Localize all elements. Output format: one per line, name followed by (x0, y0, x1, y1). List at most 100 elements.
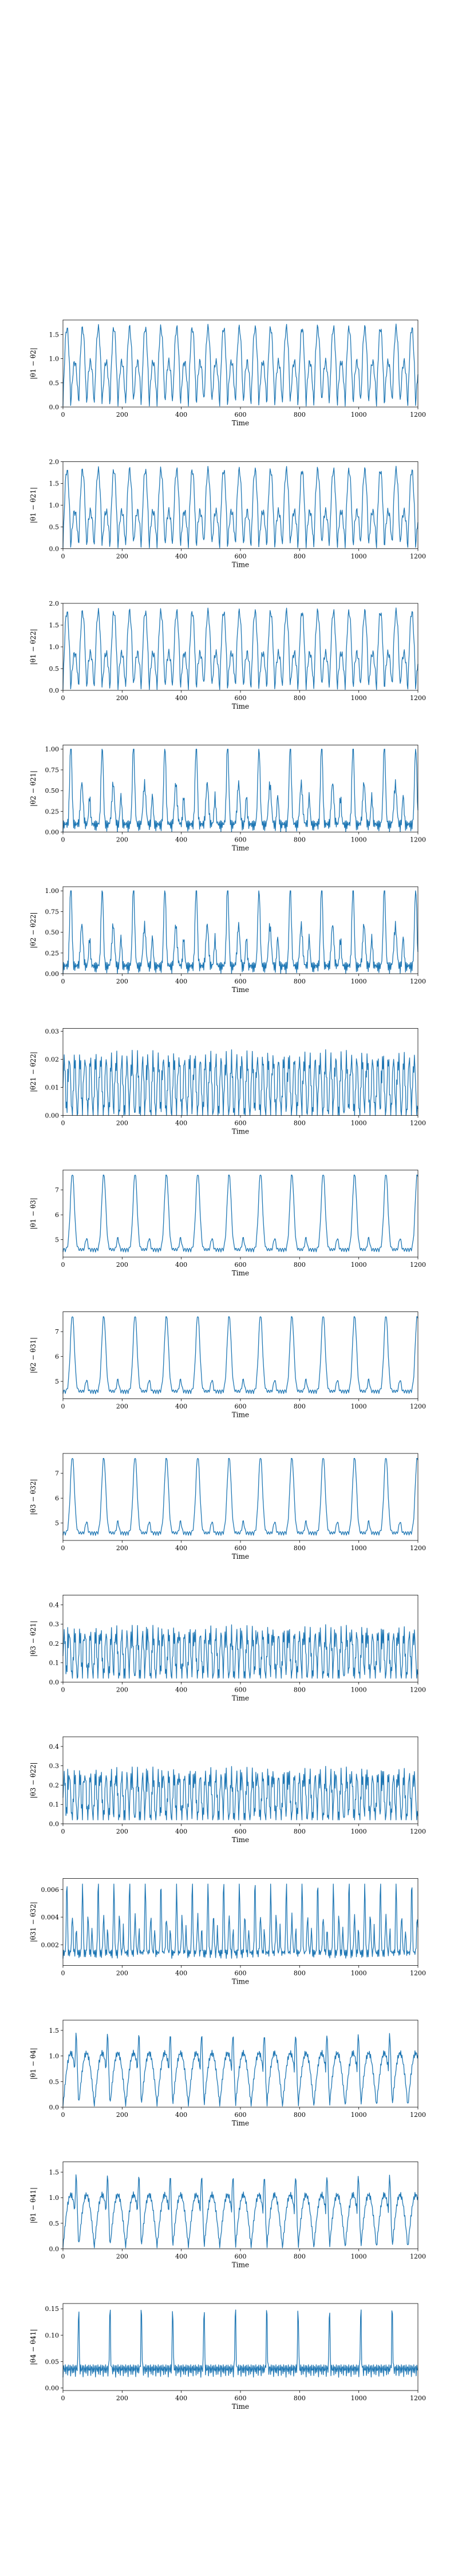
x-tick-label: 200 (116, 2253, 128, 2261)
x-tick-label: 600 (235, 2253, 247, 2261)
y-tick-label: 0.05 (45, 2358, 60, 2365)
x-tick-label: 0 (61, 978, 65, 985)
y-tick-label: 0.02 (45, 1056, 60, 1063)
x-tick-label: 1000 (351, 1828, 367, 1835)
x-tick-label: 600 (235, 1120, 247, 1127)
x-tick-label: 400 (175, 1686, 187, 1694)
x-tick-label: 800 (294, 2395, 306, 2402)
chart-12: 0 200 400 600 800 1000 1200 0.002 0.004 0.006 Time… (29, 1878, 426, 1986)
y-axis-label: |θ4 − θ41| (29, 2329, 37, 2365)
x-tick-label: 0 (61, 553, 65, 560)
y-tick-label: 0.00 (45, 1112, 60, 1120)
series-line (62, 2309, 418, 2378)
x-tick-label: 1200 (410, 553, 426, 560)
y-tick-label: 0.004 (41, 1914, 60, 1921)
y-axis-label: |θ2 − θ31| (29, 1337, 37, 1373)
x-tick-label: 1000 (351, 1544, 367, 1552)
y-tick-label: 1.00 (45, 887, 60, 895)
y-axis-label: |θ1 − θ21| (29, 487, 37, 523)
plot-frame (62, 1170, 418, 1258)
y-tick-label: 0.5 (49, 524, 60, 531)
y-axis-label: |θ21 − θ22| (29, 1052, 37, 1092)
x-axis-label: Time (232, 2119, 249, 2127)
y-tick-label: 0.002 (41, 1941, 60, 1949)
x-tick-label: 400 (175, 1970, 187, 1977)
y-tick-label: 1.0 (49, 502, 60, 509)
y-tick-label: 0.5 (49, 665, 60, 673)
x-tick-label: 0 (61, 1120, 65, 1127)
x-axis-label: Time (232, 1694, 249, 1702)
x-tick-label: 200 (116, 1544, 128, 1552)
x-axis-label: Time (232, 986, 249, 994)
x-tick-label: 800 (294, 2253, 306, 2261)
x-tick-label: 1000 (351, 553, 367, 560)
x-tick-label: 1000 (351, 694, 367, 702)
y-tick-label: 0.1 (49, 1660, 60, 1667)
series-line (62, 323, 418, 406)
y-tick-label: 1.5 (49, 622, 60, 629)
y-tick-label: 0.0 (49, 1679, 60, 1686)
chart-3: 0 200 400 600 800 1000 1200 0.0 0.5 1.0 1.5 2.0 Time… (29, 600, 426, 710)
x-tick-label: 400 (175, 2111, 187, 2119)
x-axis-label: Time (232, 1552, 249, 1560)
y-axis-label: |θ3 − θ22| (29, 1762, 37, 1798)
x-tick-label: 400 (175, 1403, 187, 1411)
plot-frame (62, 1311, 418, 1399)
y-tick-label: 1.5 (49, 2168, 60, 2176)
y-tick-label: 0.25 (45, 808, 60, 815)
x-tick-label: 1000 (351, 1686, 367, 1694)
series-line (62, 465, 418, 548)
y-tick-label: 6 (55, 1211, 59, 1219)
x-tick-label: 1000 (351, 2253, 367, 2261)
y-tick-label: 0.2 (49, 1781, 60, 1789)
x-tick-label: 800 (294, 978, 306, 985)
y-tick-label: 0.1 (49, 1801, 60, 1808)
chart-13: 0 200 400 600 800 1000 1200 0.0 0.5 1.0 1.5 Time |θ1… (29, 2020, 426, 2127)
y-tick-label: 1.5 (49, 2027, 60, 2034)
x-axis-label: Time (232, 702, 249, 710)
y-tick-label: 0.0 (49, 687, 60, 694)
x-tick-label: 800 (294, 2111, 306, 2119)
y-tick-label: 0.5 (49, 380, 60, 387)
y-tick-label: 1.0 (49, 2053, 60, 2060)
y-tick-label: 0.50 (45, 929, 60, 937)
chart-11: 0 200 400 600 800 1000 1200 0.0 0.1 0.2 0.3 0.4 Time… (29, 1736, 426, 1844)
chart-8: 0 200 400 600 800 1000 1200 5 6 7 Time |θ2 − θ31| (29, 1311, 426, 1419)
x-tick-label: 1200 (410, 2253, 426, 2261)
x-tick-label: 1000 (351, 411, 367, 418)
y-tick-label: 0.00 (45, 970, 60, 978)
y-tick-label: 0.15 (45, 2305, 60, 2313)
x-tick-label: 800 (294, 694, 306, 702)
y-axis-label: |θ3 − θ32| (29, 1479, 37, 1515)
x-tick-label: 600 (235, 836, 247, 844)
y-tick-label: 0.0 (49, 1820, 60, 1828)
series-line (62, 890, 418, 974)
x-axis-label: Time (232, 1978, 249, 1986)
x-axis-label: Time (232, 1411, 249, 1419)
series-line (62, 1049, 418, 1116)
x-tick-label: 0 (61, 2395, 65, 2402)
y-tick-label: 0.006 (41, 1886, 60, 1894)
y-tick-label: 6 (55, 1353, 59, 1361)
x-tick-label: 200 (116, 411, 128, 418)
y-tick-label: 0.00 (45, 2384, 60, 2392)
x-tick-label: 800 (294, 1828, 306, 1835)
x-axis-label: Time (232, 2403, 249, 2411)
x-tick-label: 200 (116, 1120, 128, 1127)
x-tick-label: 200 (116, 1828, 128, 1835)
x-tick-label: 600 (235, 694, 247, 702)
x-tick-label: 400 (175, 1828, 187, 1835)
x-tick-label: 0 (61, 694, 65, 702)
y-tick-label: 2.0 (49, 459, 60, 466)
series-line (62, 1883, 418, 1959)
x-tick-label: 600 (235, 553, 247, 560)
y-tick-label: 2.0 (49, 600, 60, 607)
y-tick-label: 5 (55, 1378, 59, 1385)
y-tick-label: 1.0 (49, 2194, 60, 2202)
y-tick-label: 0.2 (49, 1640, 60, 1647)
y-tick-label: 7 (55, 1187, 59, 1194)
x-tick-label: 1200 (410, 1261, 426, 1269)
x-tick-label: 200 (116, 2111, 128, 2119)
x-tick-label: 0 (61, 1403, 65, 1411)
